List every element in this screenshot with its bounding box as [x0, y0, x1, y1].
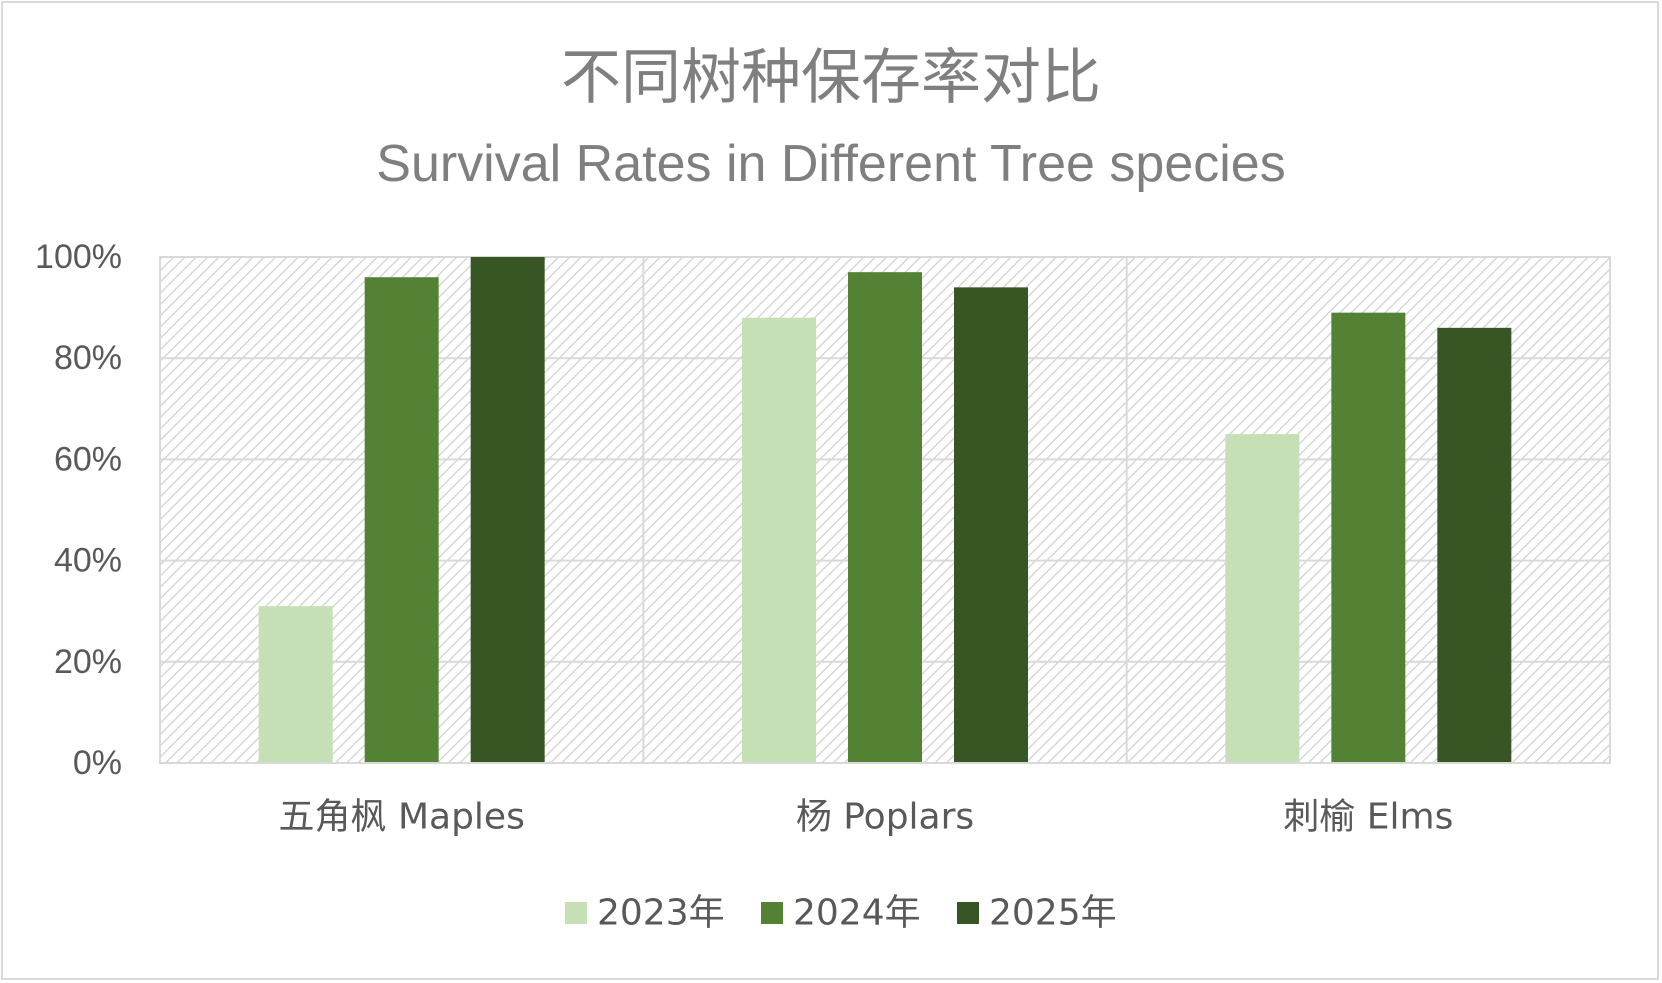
bar: [848, 272, 922, 763]
y-tick-label: 100%: [35, 238, 122, 276]
x-tick-label: 五角枫 Maples: [279, 797, 525, 838]
x-axis-tick-labels: 五角枫 Maples 杨 Poplars 刺榆 Elms: [279, 797, 1454, 838]
chart-title: 不同树种保存率对比: [561, 43, 1101, 113]
category-separators: [642, 257, 1128, 763]
bar: [258, 606, 333, 763]
y-tick-label: 60%: [54, 440, 122, 478]
legend-label: 2024年: [793, 893, 921, 934]
x-tick-label: 刺榆 Elms: [1283, 797, 1453, 838]
bars: [160, 257, 1610, 764]
y-tick-label: 0%: [73, 744, 122, 782]
bar: [470, 257, 545, 763]
legend-item: 2023年: [565, 893, 725, 934]
x-tick-label: 杨 Poplars: [796, 797, 974, 838]
legend-swatch: [761, 902, 783, 924]
bar: [742, 317, 816, 763]
legend: 2023年 2024年 2025年: [565, 893, 1117, 934]
bar: [1225, 434, 1300, 763]
legend-label: 2023年: [597, 893, 725, 934]
legend-swatch: [565, 902, 587, 924]
bar: [1331, 312, 1406, 763]
bar: [954, 287, 1028, 763]
legend-label: 2025年: [989, 893, 1117, 934]
legend-swatch: [957, 902, 979, 924]
bar: [364, 277, 439, 763]
y-tick-label: 40%: [54, 542, 122, 580]
y-axis-tick-labels: 0% 20% 40% 60% 80% 100%: [35, 238, 122, 782]
legend-item: 2024年: [761, 893, 921, 934]
legend-item: 2025年: [957, 893, 1117, 934]
y-tick-label: 80%: [54, 339, 122, 377]
bar: [1437, 327, 1512, 763]
y-tick-label: 20%: [54, 643, 122, 681]
chart-subtitle: Survival Rates in Different Tree species: [376, 135, 1286, 193]
